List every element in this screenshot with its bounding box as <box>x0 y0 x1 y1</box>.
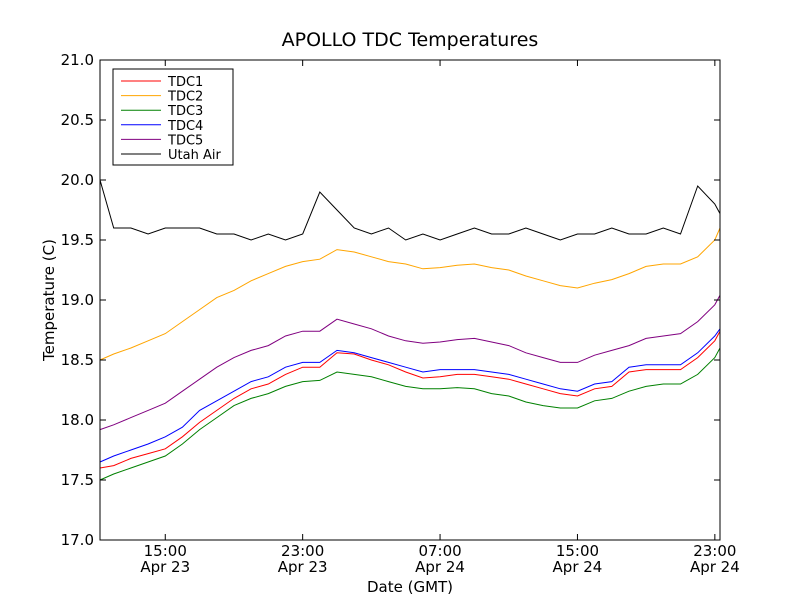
y-tick-label-3: 18.5 <box>61 351 94 369</box>
y-tick-label-7: 20.5 <box>61 111 94 129</box>
y-axis-title: Temperature (C) <box>40 239 58 362</box>
series-line-tdc1 <box>99 330 721 469</box>
x-tick-time-4: 23:00 <box>693 542 736 560</box>
x-tick-time-3: 15:00 <box>556 542 599 560</box>
legend-label-5: Utah Air <box>168 148 221 163</box>
x-tick-time-2: 07:00 <box>418 542 461 560</box>
legend-label-1: TDC2 <box>167 90 203 105</box>
x-tick-date-1: Apr 23 <box>278 558 328 576</box>
x-tick-date-2: Apr 24 <box>415 558 465 576</box>
y-tick-label-1: 17.5 <box>61 471 94 489</box>
y-tick-label-0: 17.0 <box>61 531 94 549</box>
legend-label-4: TDC5 <box>167 133 203 148</box>
series-line-tdc2 <box>99 227 721 361</box>
x-tick-date-3: Apr 24 <box>553 558 603 576</box>
chart-title: APOLLO TDC Temperatures <box>282 29 539 51</box>
x-tick-date-0: Apr 23 <box>140 558 190 576</box>
y-tick-label-2: 18.0 <box>61 411 94 429</box>
series-line-utah-air <box>99 179 721 241</box>
series-line-tdc5 <box>99 294 721 431</box>
y-tick-label-5: 19.5 <box>61 231 94 249</box>
y-tick-label-8: 21.0 <box>61 51 94 69</box>
series-line-tdc4 <box>99 328 721 463</box>
legend-label-3: TDC4 <box>167 119 203 134</box>
legend-label-0: TDC1 <box>167 75 203 90</box>
y-axis-ticks: 17.0 17.5 18.0 18.5 19.0 19.5 20.0 20.5 21.0 <box>61 51 720 549</box>
x-tick-time-1: 23:00 <box>281 542 324 560</box>
x-axis-title: Date (GMT) <box>367 578 453 596</box>
legend-label-2: TDC3 <box>167 104 203 119</box>
series-line-tdc3 <box>99 347 721 481</box>
y-tick-label-6: 20.0 <box>61 171 94 189</box>
legend-box <box>112 68 234 166</box>
x-tick-time-0: 15:00 <box>144 542 187 560</box>
x-tick-date-4: Apr 24 <box>690 558 740 576</box>
series-layer <box>99 179 721 481</box>
y-tick-label-4: 19.0 <box>61 291 94 309</box>
